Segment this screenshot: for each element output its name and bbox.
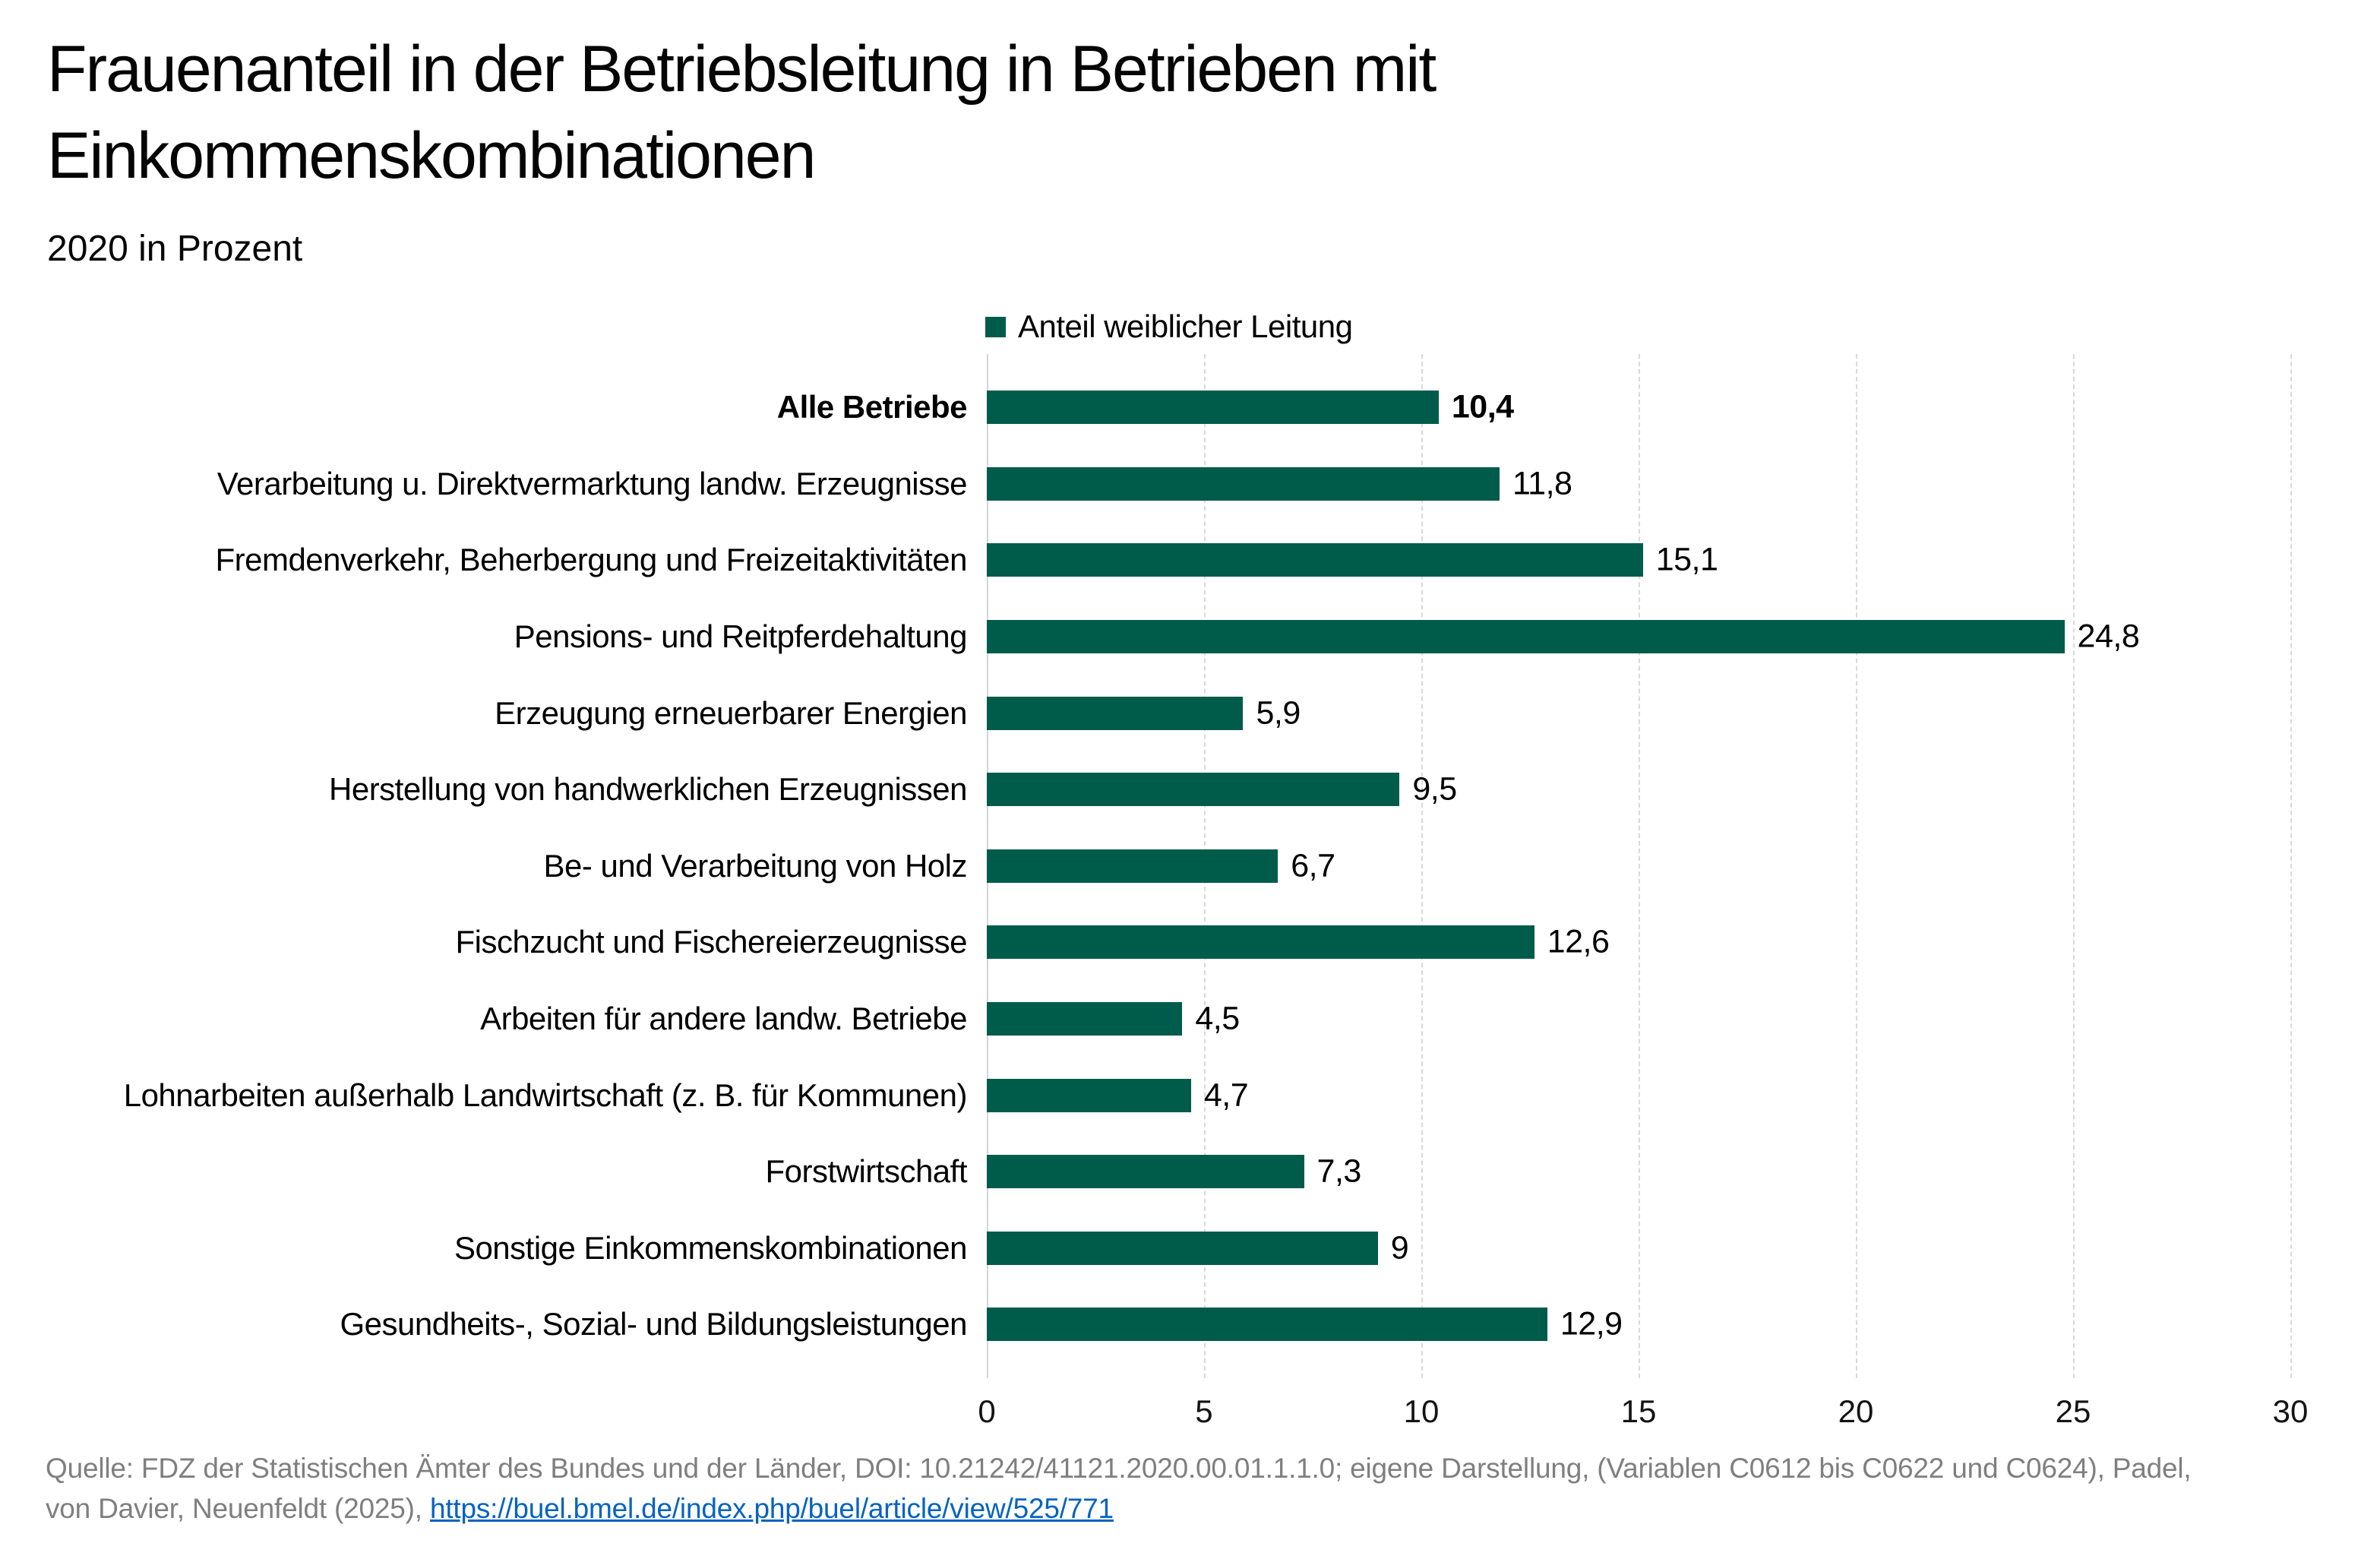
- value-label: 4,5: [1195, 1000, 1240, 1037]
- bar: [987, 696, 1244, 730]
- gridline-20: [1855, 354, 1857, 1378]
- category-label: Pensions- und Reitpferdehaltung: [514, 618, 968, 655]
- category-label: Forstwirtschaft: [765, 1153, 967, 1190]
- value-label: 24,8: [2077, 618, 2140, 655]
- value-label: 6,7: [1291, 847, 1335, 884]
- bar-row: Fremdenverkehr, Beherbergung und Freizei…: [0, 522, 2290, 599]
- page-title-line2: Einkommenskombinationen: [47, 119, 816, 192]
- category-label: Fremdenverkehr, Beherbergung und Freizei…: [215, 542, 967, 578]
- source-line2: von Davier, Neuenfeldt (2025), https://b…: [46, 1488, 2355, 1529]
- bar: [987, 1308, 1547, 1342]
- value-label: 10,4: [1451, 388, 1514, 425]
- x-tick-10: 10: [1403, 1393, 1440, 1429]
- bar: [987, 1078, 1191, 1112]
- x-tick-20: 20: [1838, 1393, 1874, 1429]
- bar-row: Be- und Verarbeitung von Holz 6,7: [0, 828, 2290, 905]
- page-title: Frauenanteil in der Betriebsleitung in B…: [47, 26, 1992, 199]
- category-label: Gesundheits-, Sozial- und Bildungsleistu…: [340, 1306, 967, 1342]
- value-label: 4,7: [1203, 1077, 1249, 1114]
- value-label: 9: [1390, 1229, 1409, 1266]
- value-label: 12,6: [1547, 923, 1610, 960]
- chart-legend: Anteil weiblicher Leitung: [985, 308, 1353, 345]
- source-line2-prefix: von Davier, Neuenfeldt (2025),: [46, 1493, 430, 1524]
- bar: [987, 925, 1535, 960]
- bar-rows: Alle Betriebe 10,4 Verarbeitung u. Direk…: [0, 369, 2290, 1363]
- x-tick-0: 0: [978, 1393, 996, 1429]
- gridline-30: [2290, 354, 2292, 1378]
- bar: [987, 391, 1439, 425]
- category-label: Alle Betriebe: [776, 389, 968, 425]
- bar-track: 11,8: [987, 446, 2290, 523]
- bar-row: Alle Betriebe 10,4: [0, 369, 2290, 446]
- gridline-25: [2073, 354, 2075, 1378]
- bar: [987, 1002, 1183, 1036]
- bar: [987, 1155, 1304, 1189]
- bar-row: Herstellung von handwerklichen Erzeugnis…: [0, 751, 2290, 828]
- category-label: Verarbeitung u. Direktvermarktung landw.…: [217, 465, 968, 501]
- x-axis: 0 5 10 15 20 25 30: [978, 1393, 2308, 1433]
- value-label: 7,3: [1316, 1153, 1362, 1190]
- value-label: 9,5: [1412, 770, 1457, 808]
- bar-track: 10,4: [987, 369, 2290, 446]
- bar: [987, 620, 2065, 654]
- source-line1: Quelle: FDZ der Statistischen Ämter des …: [46, 1453, 2192, 1484]
- legend-label: Anteil weiblicher Leitung: [1018, 308, 1353, 344]
- gridline-15: [1639, 354, 1640, 1378]
- bar-track: 9,5: [987, 751, 2290, 828]
- category-label: Erzeugung erneuerbarer Energien: [495, 694, 967, 731]
- bar-track: 5,9: [987, 675, 2290, 751]
- category-label: Herstellung von handwerklichen Erzeugnis…: [329, 771, 968, 808]
- value-label: 11,8: [1512, 465, 1572, 502]
- legend-swatch-icon: [985, 316, 1006, 337]
- bar-track: 12,9: [987, 1286, 2290, 1363]
- value-label: 5,9: [1256, 694, 1301, 732]
- source-link[interactable]: https://buel.bmel.de/index.php/buel/arti…: [429, 1493, 1114, 1524]
- bar-track: 15,1: [987, 522, 2290, 599]
- category-label: Lohnarbeiten außerhalb Landwirtschaft (z…: [123, 1077, 968, 1113]
- bar-row: Gesundheits-, Sozial- und Bildungsleistu…: [0, 1286, 2290, 1363]
- page-subtitle: 2020 in Prozent: [47, 229, 303, 269]
- bar-row: Erzeugung erneuerbarer Energien 5,9: [0, 675, 2290, 751]
- bar-track: 12,6: [987, 904, 2290, 981]
- bar-track: 7,3: [987, 1134, 2290, 1210]
- bar-track: 24,8: [987, 599, 2290, 675]
- bar: [987, 849, 1278, 883]
- bar: [987, 1231, 1378, 1265]
- x-tick-30: 30: [2272, 1393, 2309, 1429]
- bar-row: Fischzucht und Fischereierzeugnisse 12,6: [0, 904, 2290, 981]
- source-note: Quelle: FDZ der Statistischen Ämter des …: [46, 1448, 2355, 1529]
- x-tick-5: 5: [1195, 1393, 1213, 1429]
- bar-row: Forstwirtschaft 7,3: [0, 1134, 2290, 1210]
- bar-track: 4,7: [987, 1057, 2290, 1134]
- bar: [987, 773, 1400, 807]
- category-label: Sonstige Einkommenskombinationen: [454, 1229, 968, 1266]
- x-tick-25: 25: [2055, 1393, 2091, 1429]
- gridline-10: [1421, 354, 1423, 1378]
- x-tick-15: 15: [1620, 1393, 1657, 1429]
- category-label: Arbeiten für andere landw. Betriebe: [480, 1001, 967, 1037]
- bar: [987, 543, 1643, 577]
- page-title-line1: Frauenanteil in der Betriebsleitung in B…: [47, 33, 1437, 106]
- value-label: 12,9: [1560, 1305, 1623, 1342]
- category-label: Fischzucht und Fischereierzeugnisse: [455, 924, 968, 960]
- bar-row: Arbeiten für andere landw. Betriebe 4,5: [0, 981, 2290, 1058]
- bar-track: 6,7: [987, 828, 2290, 905]
- bar-track: 4,5: [987, 981, 2290, 1058]
- bar-row: Pensions- und Reitpferdehaltung 24,8: [0, 599, 2290, 675]
- bar: [987, 466, 1500, 501]
- category-label: Be- und Verarbeitung von Holz: [543, 847, 967, 884]
- bar-row: Verarbeitung u. Direktvermarktung landw.…: [0, 446, 2290, 523]
- bar-track: 9: [987, 1210, 2290, 1287]
- value-label: 15,1: [1655, 541, 1718, 578]
- bar-row: Lohnarbeiten außerhalb Landwirtschaft (z…: [0, 1057, 2290, 1134]
- bar-row: Sonstige Einkommenskombinationen 9: [0, 1210, 2290, 1287]
